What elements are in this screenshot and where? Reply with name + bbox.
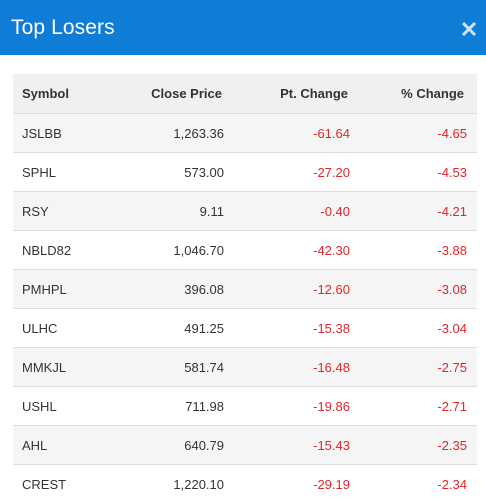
table-row[interactable]: SPHL 573.00 -27.20 -4.53	[13, 152, 477, 192]
table-body: JSLBB 1,263.36 -61.64 -4.65 SPHL 573.00 -27.20…	[13, 113, 477, 501]
close-icon	[461, 21, 477, 37]
cell-symbol[interactable]: JSLBB	[13, 113, 113, 153]
cell-pct-change: -2.71	[350, 386, 477, 426]
cell-close-price: 1,046.70	[113, 230, 225, 270]
modal-header: Top Losers	[0, 0, 486, 55]
cell-pt-change: -15.43	[225, 425, 350, 465]
table-row[interactable]: ULHC 491.25 -15.38 -3.04	[13, 308, 477, 348]
losers-table-container: Symbol Close Price Pt. Change % Change J…	[13, 74, 477, 501]
cell-pt-change: -29.19	[225, 464, 350, 501]
cell-pt-change: -27.20	[225, 152, 350, 192]
cell-pct-change: -3.04	[350, 308, 477, 348]
cell-pt-change: -16.48	[225, 347, 350, 387]
table-row[interactable]: CREST 1,220.10 -29.19 -2.34	[13, 464, 477, 501]
close-button[interactable]	[460, 20, 478, 38]
cell-symbol[interactable]: CREST	[13, 464, 113, 501]
cell-symbol[interactable]: PMHPL	[13, 269, 113, 309]
cell-symbol[interactable]: AHL	[13, 425, 113, 465]
cell-close-price: 9.11	[113, 191, 225, 231]
table-row[interactable]: USHL 711.98 -19.86 -2.71	[13, 386, 477, 426]
header-pct-change: % Change	[350, 74, 477, 114]
cell-pt-change: -61.64	[225, 113, 350, 153]
cell-symbol[interactable]: SPHL	[13, 152, 113, 192]
header-pt-change: Pt. Change	[225, 74, 350, 114]
header-symbol: Symbol	[13, 74, 113, 114]
table-row[interactable]: MMKJL 581.74 -16.48 -2.75	[13, 347, 477, 387]
header-close-price: Close Price	[113, 74, 225, 114]
cell-pct-change: -2.75	[350, 347, 477, 387]
cell-close-price: 640.79	[113, 425, 225, 465]
cell-pct-change: -4.21	[350, 191, 477, 231]
cell-pt-change: -42.30	[225, 230, 350, 270]
table-row[interactable]: PMHPL 396.08 -12.60 -3.08	[13, 269, 477, 309]
cell-close-price: 573.00	[113, 152, 225, 192]
cell-close-price: 581.74	[113, 347, 225, 387]
table-row[interactable]: RSY 9.11 -0.40 -4.21	[13, 191, 477, 231]
table-header: Symbol Close Price Pt. Change % Change	[13, 74, 477, 114]
losers-table: Symbol Close Price Pt. Change % Change J…	[13, 74, 477, 501]
cell-pct-change: -4.53	[350, 152, 477, 192]
cell-close-price: 711.98	[113, 386, 225, 426]
cell-close-price: 1,220.10	[113, 464, 225, 501]
cell-symbol[interactable]: USHL	[13, 386, 113, 426]
cell-pt-change: -15.38	[225, 308, 350, 348]
cell-symbol[interactable]: NBLD82	[13, 230, 113, 270]
cell-symbol[interactable]: ULHC	[13, 308, 113, 348]
cell-pt-change: -19.86	[225, 386, 350, 426]
cell-symbol[interactable]: RSY	[13, 191, 113, 231]
cell-symbol[interactable]: MMKJL	[13, 347, 113, 387]
table-row[interactable]: JSLBB 1,263.36 -61.64 -4.65	[13, 113, 477, 153]
cell-pct-change: -2.34	[350, 464, 477, 501]
cell-pct-change: -4.65	[350, 113, 477, 153]
cell-pt-change: -0.40	[225, 191, 350, 231]
cell-pct-change: -3.08	[350, 269, 477, 309]
cell-close-price: 396.08	[113, 269, 225, 309]
table-row[interactable]: AHL 640.79 -15.43 -2.35	[13, 425, 477, 465]
table-header-row: Symbol Close Price Pt. Change % Change	[13, 74, 477, 114]
cell-pt-change: -12.60	[225, 269, 350, 309]
cell-close-price: 491.25	[113, 308, 225, 348]
cell-pct-change: -3.88	[350, 230, 477, 270]
cell-pct-change: -2.35	[350, 425, 477, 465]
modal-title: Top Losers	[11, 16, 115, 39]
cell-close-price: 1,263.36	[113, 113, 225, 153]
table-row[interactable]: NBLD82 1,046.70 -42.30 -3.88	[13, 230, 477, 270]
